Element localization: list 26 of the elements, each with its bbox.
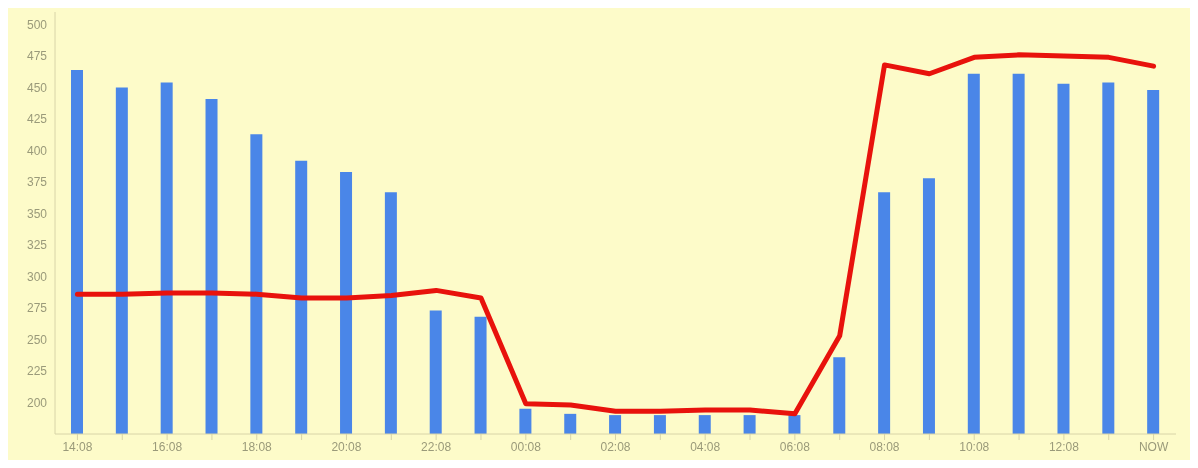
y-tick-label: 425 xyxy=(26,112,48,127)
x-tick-label: 18:08 xyxy=(241,439,273,454)
y-tick-label: 200 xyxy=(26,395,48,410)
y-tick-label: 300 xyxy=(26,269,48,284)
x-tick-label: 08:08 xyxy=(869,439,900,454)
y-tick-label: 350 xyxy=(26,206,48,221)
y-tick-label: 450 xyxy=(26,80,48,95)
x-tick-label: 04:08 xyxy=(690,439,721,454)
y-tick-label: 225 xyxy=(26,364,48,379)
x-tick-label: 00:08 xyxy=(510,439,542,454)
x-tick-label: NOW xyxy=(1138,439,1169,454)
y-tick-label: 375 xyxy=(26,175,48,190)
x-tick-label: 16:08 xyxy=(152,439,183,454)
y-tick-label: 400 xyxy=(26,143,48,158)
y-tick-label: 475 xyxy=(26,49,48,64)
x-tick-label: 20:08 xyxy=(331,439,362,454)
x-tick-label: 22:08 xyxy=(421,439,452,454)
y-tick-label: 325 xyxy=(26,238,48,253)
y-tick-label: 500 xyxy=(26,17,48,32)
x-tick-label: 14:08 xyxy=(62,439,93,454)
y-tick-label: 250 xyxy=(26,332,48,347)
x-tick-label: 02:08 xyxy=(600,439,631,454)
x-tick-label: 06:08 xyxy=(779,439,811,454)
y-tick-label: 275 xyxy=(26,301,48,316)
x-tick-label: 12:08 xyxy=(1048,439,1080,454)
x-tick-label: 10:08 xyxy=(959,439,990,454)
